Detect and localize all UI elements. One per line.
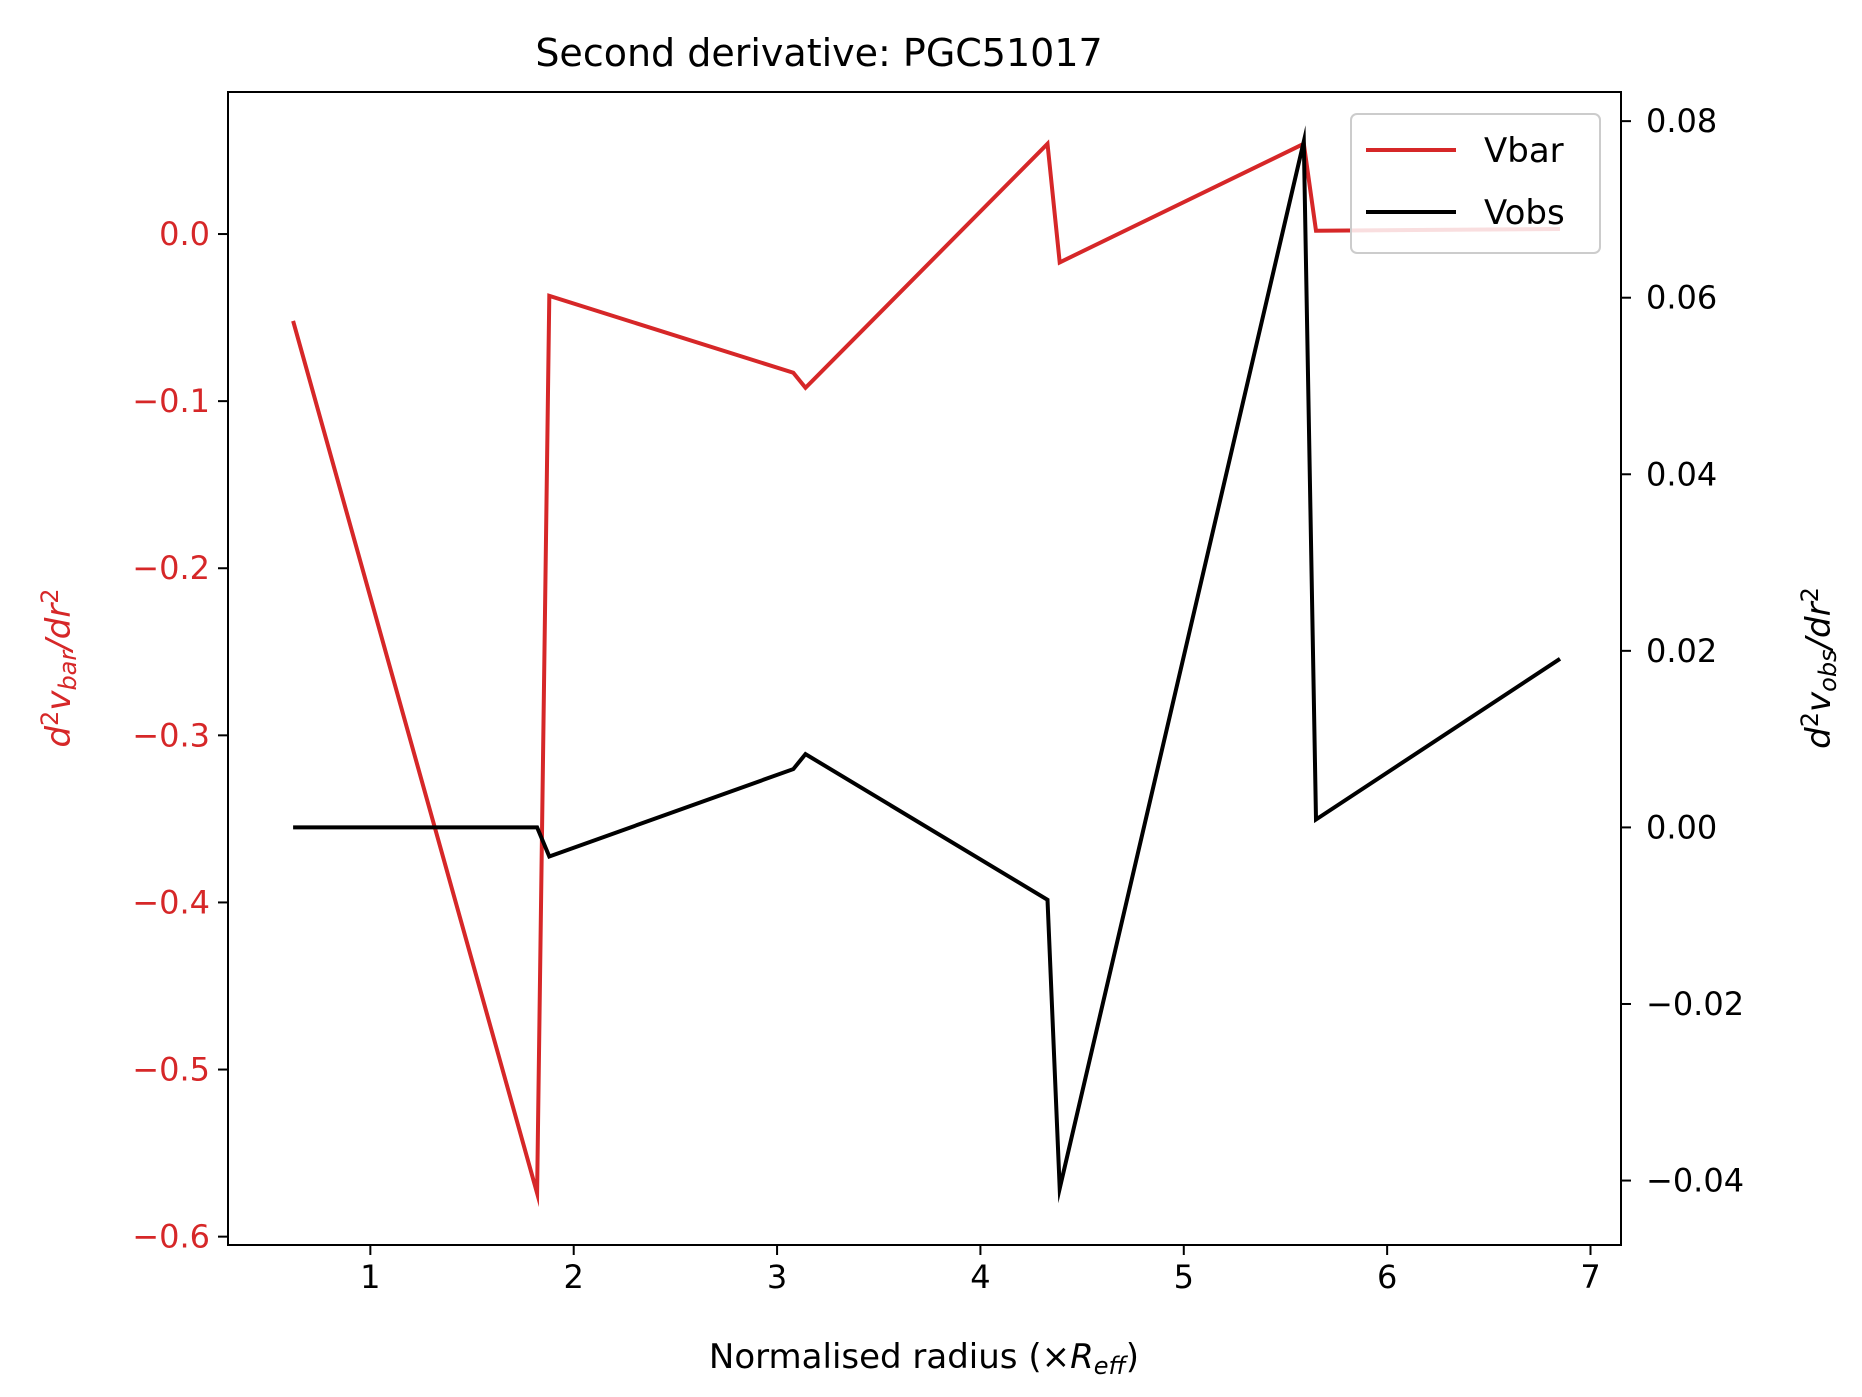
x-tick-label: 7	[1580, 1258, 1600, 1296]
left-y-tick-label: −0.1	[132, 382, 210, 420]
right-y-tick-label: 0.04	[1646, 455, 1717, 493]
legend: Vbar Vobs	[1350, 113, 1601, 254]
left-y-tick-label: −0.4	[132, 883, 210, 921]
series-line-vobs	[293, 125, 1562, 1204]
x-tick-label: 5	[1174, 1258, 1194, 1296]
x-tick-label: 3	[767, 1258, 787, 1296]
left-y-tick-label: −0.3	[132, 716, 210, 754]
left-y-axis-ticks: 0.0 −0.1 −0.2 −0.3 −0.4 −0.5 −0.6	[132, 215, 228, 1256]
series-line-vbar	[291, 139, 1561, 1208]
right-y-tick-label: −0.04	[1646, 1162, 1744, 1200]
series-layer	[291, 125, 1562, 1208]
plot-frame	[227, 91, 1622, 1246]
x-tick-label: 4	[970, 1258, 990, 1296]
x-tick-label: 6	[1377, 1258, 1397, 1296]
left-y-tick-label: −0.5	[132, 1051, 210, 1089]
left-y-tick-label: −0.6	[132, 1218, 210, 1256]
left-y-tick-label: −0.2	[132, 549, 210, 587]
legend-label-vobs: Vobs	[1484, 193, 1565, 233]
right-y-axis-ticks: 0.08 0.06 0.04 0.02 0.00 −0.02 −0.04	[1621, 102, 1744, 1200]
left-y-axis-label: d2vbar/dr2	[36, 588, 82, 747]
x-axis-ticks: 1 2 3 4 5 6 7	[360, 1245, 1601, 1296]
x-axis-label: Normalised radius (×Reff)	[709, 1337, 1139, 1380]
x-tick-label: 1	[360, 1258, 380, 1296]
chart-title: Second derivative: PGC51017	[535, 31, 1102, 75]
right-y-axis-label: d2vobs/dr2	[1796, 587, 1842, 749]
left-y-tick-label: 0.0	[159, 215, 210, 253]
right-y-tick-label: −0.02	[1646, 985, 1744, 1023]
right-y-tick-label: 0.02	[1646, 632, 1717, 670]
right-y-tick-label: 0.06	[1646, 279, 1717, 317]
right-y-tick-label: 0.08	[1646, 102, 1717, 140]
plot-area	[227, 91, 1622, 1246]
x-tick-label: 2	[564, 1258, 584, 1296]
right-y-tick-label: 0.00	[1646, 808, 1717, 846]
legend-label-vbar: Vbar	[1484, 131, 1564, 171]
